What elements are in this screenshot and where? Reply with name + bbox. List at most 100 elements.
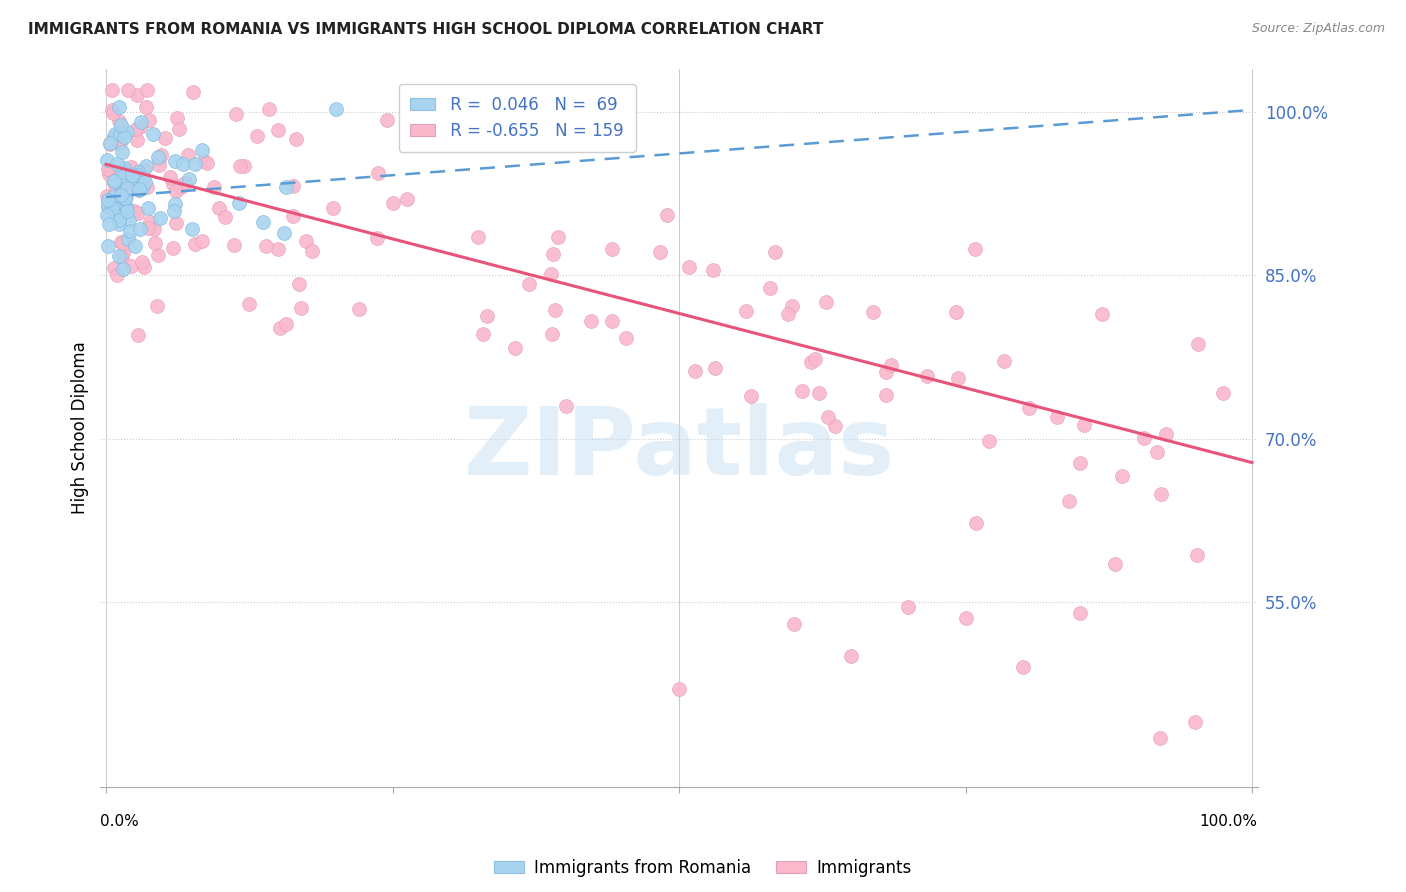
Point [1185, 548, 1208, 562]
Point [267, 242, 290, 256]
Point [579, 314, 602, 328]
Point [880, 359, 903, 373]
Point [124, 239, 146, 253]
Point [138, 112, 160, 127]
Point [267, 123, 290, 137]
Point [128, 182, 150, 196]
Point [274, 180, 297, 194]
Point [648, 245, 671, 260]
Point [191, 235, 214, 249]
Point [114, 191, 136, 205]
Point [146, 248, 169, 262]
Point [165, 216, 187, 230]
Point [1146, 445, 1168, 459]
Point [322, 202, 344, 216]
Text: 0.0%: 0.0% [100, 814, 139, 830]
Point [1212, 385, 1234, 400]
Point [600, 313, 623, 327]
Point [276, 318, 298, 332]
Point [169, 122, 191, 136]
Point [782, 616, 804, 631]
Point [228, 195, 250, 210]
Point [134, 161, 156, 176]
Point [1111, 469, 1133, 483]
Point [1187, 337, 1209, 351]
Point [1069, 456, 1091, 470]
Point [145, 299, 167, 313]
Point [281, 209, 304, 223]
Point [127, 165, 149, 179]
Point [229, 159, 252, 173]
Point [790, 384, 813, 398]
Point [159, 170, 181, 185]
Point [110, 187, 132, 202]
Point [125, 122, 148, 136]
Point [118, 212, 141, 227]
Point [108, 217, 131, 231]
Point [148, 152, 170, 166]
Point [128, 183, 150, 197]
Point [945, 305, 967, 319]
Point [149, 211, 172, 226]
Point [97, 238, 120, 252]
Point [875, 388, 897, 402]
Point [103, 197, 125, 211]
Point [269, 321, 291, 335]
Point [98, 164, 121, 178]
Point [148, 158, 170, 172]
Point [1132, 432, 1154, 446]
Point [965, 516, 987, 530]
Point [97, 217, 120, 231]
Point [111, 249, 134, 263]
Point [104, 184, 127, 198]
Point [366, 230, 388, 244]
Point [127, 206, 149, 220]
Point [125, 168, 148, 182]
Point [96, 153, 118, 167]
Y-axis label: High School Diploma: High School Diploma [72, 342, 89, 514]
Point [467, 229, 489, 244]
Point [101, 190, 124, 204]
Point [108, 127, 131, 141]
Point [172, 157, 194, 171]
Point [110, 235, 132, 249]
Point [97, 200, 120, 214]
Point [108, 100, 131, 114]
Point [1011, 660, 1033, 674]
Point [875, 365, 897, 379]
Point [655, 208, 678, 222]
Point [131, 255, 153, 269]
Point [127, 87, 149, 102]
Point [138, 220, 160, 235]
Point [281, 178, 304, 193]
Point [1073, 418, 1095, 433]
Point [163, 197, 186, 211]
Point [117, 125, 139, 139]
Point [325, 102, 347, 116]
Point [778, 307, 800, 321]
Point [1091, 307, 1114, 321]
Point [197, 156, 219, 170]
Point [98, 137, 121, 152]
Point [131, 180, 153, 194]
Text: Source: ZipAtlas.com: Source: ZipAtlas.com [1251, 22, 1385, 36]
Point [381, 195, 404, 210]
Point [139, 215, 162, 229]
Point [107, 114, 129, 128]
Point [143, 236, 166, 251]
Point [98, 194, 121, 209]
Point [131, 115, 153, 129]
Point [115, 200, 138, 214]
Point [862, 305, 884, 319]
Point [170, 179, 193, 194]
Point [517, 277, 540, 291]
Point [103, 176, 125, 190]
Point [208, 201, 231, 215]
Point [191, 143, 214, 157]
Point [222, 238, 245, 252]
Point [395, 192, 418, 206]
Point [117, 181, 139, 195]
Point [1059, 494, 1081, 508]
Point [104, 128, 127, 142]
Point [225, 107, 247, 121]
